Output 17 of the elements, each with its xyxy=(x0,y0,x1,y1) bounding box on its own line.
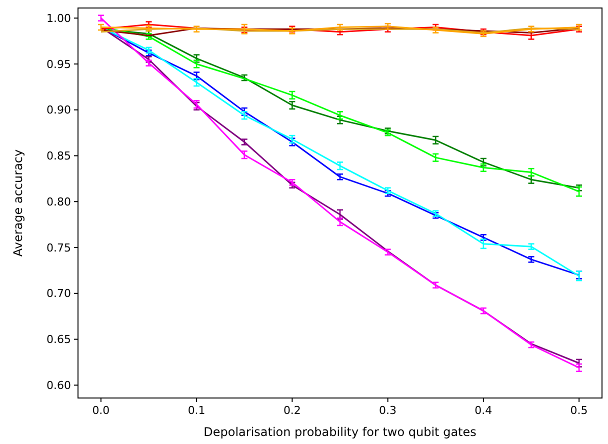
y-tick-label: 0.70 xyxy=(46,287,71,300)
y-tick-label: 0.60 xyxy=(46,379,71,392)
y-tick-label: 0.65 xyxy=(46,333,71,346)
y-axis-title: Average accuracy xyxy=(11,149,25,257)
x-tick-label: 0.5 xyxy=(570,404,588,417)
y-tick-label: 1.00 xyxy=(46,12,71,25)
y-tick-label: 0.80 xyxy=(46,195,71,208)
x-tick-label: 0.0 xyxy=(92,404,110,417)
x-tick-label: 0.3 xyxy=(379,404,397,417)
x-axis-title: Depolarisation probability for two qubit gates xyxy=(204,425,476,439)
y-tick-label: 0.95 xyxy=(46,58,71,71)
x-tick-label: 0.4 xyxy=(474,404,492,417)
x-tick-label: 0.2 xyxy=(283,404,301,417)
y-tick-label: 0.85 xyxy=(46,150,71,163)
y-tick-label: 0.75 xyxy=(46,241,71,254)
x-tick-label: 0.1 xyxy=(188,404,206,417)
y-tick-label: 0.90 xyxy=(46,104,71,117)
